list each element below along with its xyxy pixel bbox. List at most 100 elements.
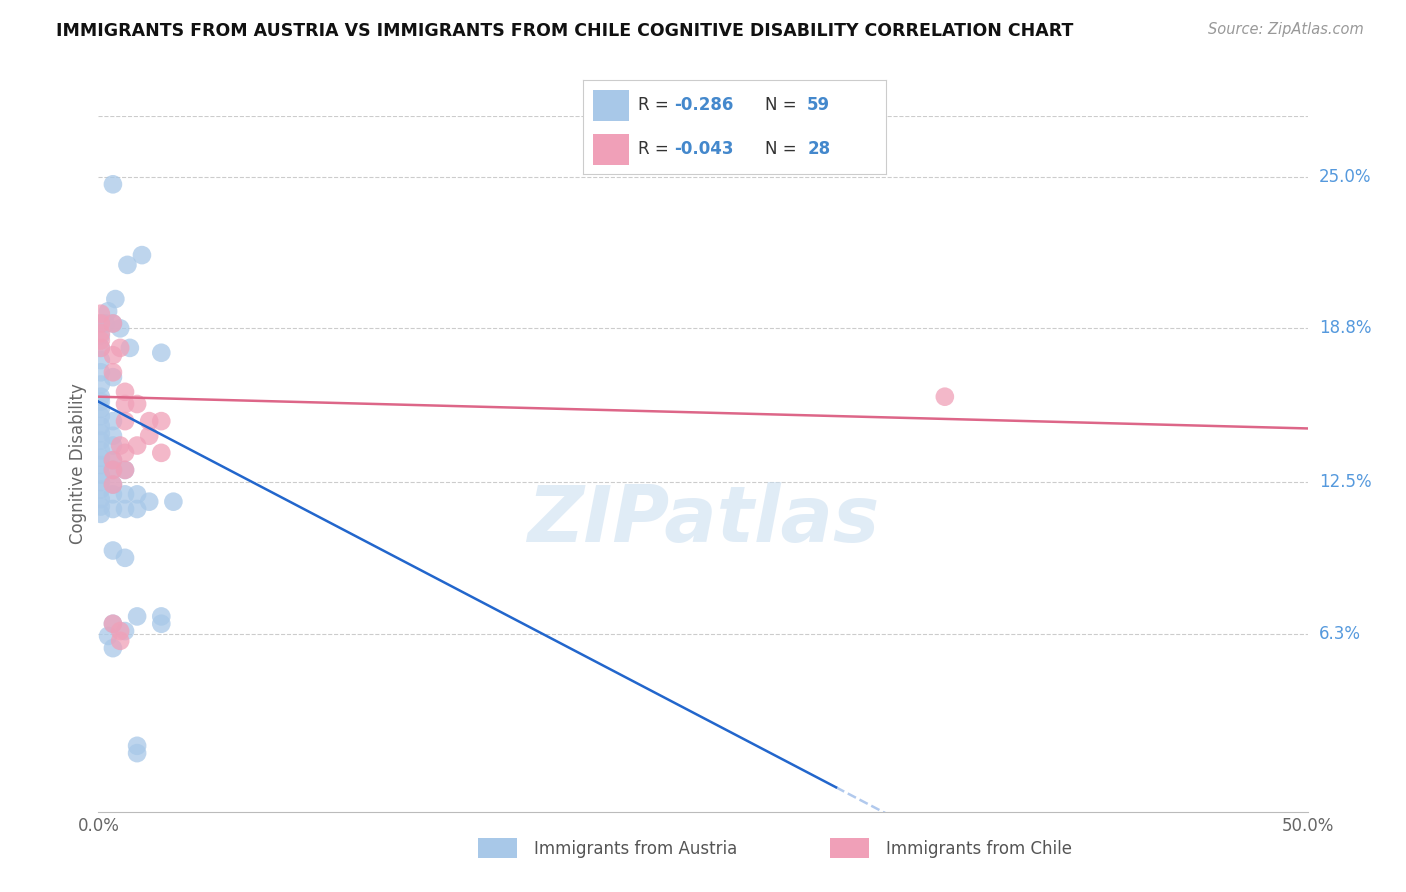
Point <box>114 463 136 477</box>
Point <box>90 492 112 507</box>
Point <box>127 502 149 516</box>
Point <box>114 384 136 399</box>
Point <box>162 494 184 508</box>
Point <box>150 616 173 631</box>
Text: N =: N = <box>765 140 801 158</box>
Point <box>101 348 124 362</box>
Point <box>101 453 124 467</box>
Point <box>101 365 124 379</box>
Point <box>90 326 112 341</box>
Text: Immigrants from Chile: Immigrants from Chile <box>886 840 1071 858</box>
Point <box>90 353 112 368</box>
Point <box>101 317 124 331</box>
Point <box>150 345 173 359</box>
Point <box>118 341 141 355</box>
Text: 12.5%: 12.5% <box>1319 473 1371 491</box>
Point <box>90 426 112 441</box>
Text: R =: R = <box>638 140 673 158</box>
Point <box>90 443 112 458</box>
Point <box>101 616 124 631</box>
Point <box>114 414 136 428</box>
Point <box>90 450 112 465</box>
Point <box>90 377 112 392</box>
Point <box>90 394 112 409</box>
Point <box>150 446 173 460</box>
Point <box>90 409 112 424</box>
Point <box>90 458 112 472</box>
Point <box>114 487 136 501</box>
Point <box>101 543 124 558</box>
Point <box>101 502 124 516</box>
Point <box>108 321 131 335</box>
Point <box>90 341 112 355</box>
Point <box>114 624 136 638</box>
Text: 59: 59 <box>807 96 831 114</box>
Text: Immigrants from Austria: Immigrants from Austria <box>534 840 738 858</box>
Point <box>90 475 112 490</box>
Point <box>127 739 149 753</box>
Point <box>90 317 112 331</box>
Point <box>90 507 112 521</box>
Point <box>90 341 112 355</box>
Point <box>90 365 112 379</box>
Point <box>101 477 124 491</box>
Point <box>127 397 149 411</box>
Point <box>127 487 149 501</box>
Point <box>101 414 124 428</box>
Point <box>150 609 173 624</box>
Point <box>114 397 136 411</box>
Text: 28: 28 <box>807 140 831 158</box>
Point <box>114 463 136 477</box>
Point <box>90 467 112 482</box>
Point <box>131 248 153 262</box>
Point <box>934 390 956 404</box>
Point <box>101 477 124 491</box>
Text: N =: N = <box>765 96 801 114</box>
Point <box>90 307 112 321</box>
Point <box>138 414 160 428</box>
Point <box>104 292 127 306</box>
Point <box>94 317 117 331</box>
Point <box>90 500 112 514</box>
Y-axis label: Cognitive Disability: Cognitive Disability <box>69 384 87 544</box>
Point <box>138 429 160 443</box>
Point <box>97 304 120 318</box>
Point <box>90 390 112 404</box>
Point <box>90 328 112 343</box>
Point <box>150 414 173 428</box>
Point <box>108 633 131 648</box>
Point <box>101 317 124 331</box>
Point <box>114 446 136 460</box>
Text: IMMIGRANTS FROM AUSTRIA VS IMMIGRANTS FROM CHILE COGNITIVE DISABILITY CORRELATIO: IMMIGRANTS FROM AUSTRIA VS IMMIGRANTS FR… <box>56 22 1074 40</box>
Point <box>127 746 149 760</box>
Point <box>127 438 149 452</box>
Point <box>101 616 124 631</box>
Point <box>101 429 124 443</box>
Point <box>101 453 124 467</box>
Point <box>114 550 136 565</box>
Point <box>90 334 112 348</box>
Point <box>108 341 131 355</box>
Point <box>114 502 136 516</box>
Point <box>101 370 124 384</box>
Point <box>127 609 149 624</box>
Text: -0.286: -0.286 <box>675 96 734 114</box>
Point <box>90 419 112 434</box>
Point <box>101 487 124 501</box>
Point <box>90 483 112 497</box>
Point <box>90 317 112 331</box>
Point <box>101 438 124 452</box>
Point <box>108 438 131 452</box>
FancyBboxPatch shape <box>592 134 628 164</box>
Point <box>90 401 112 416</box>
Text: 25.0%: 25.0% <box>1319 168 1371 186</box>
Point <box>101 641 124 656</box>
Point <box>108 624 131 638</box>
Text: 6.3%: 6.3% <box>1319 624 1361 642</box>
Text: R =: R = <box>638 96 673 114</box>
Point <box>97 629 120 643</box>
Point <box>138 494 160 508</box>
Text: ZIPatlas: ZIPatlas <box>527 482 879 558</box>
Point <box>90 434 112 448</box>
FancyBboxPatch shape <box>592 89 628 120</box>
